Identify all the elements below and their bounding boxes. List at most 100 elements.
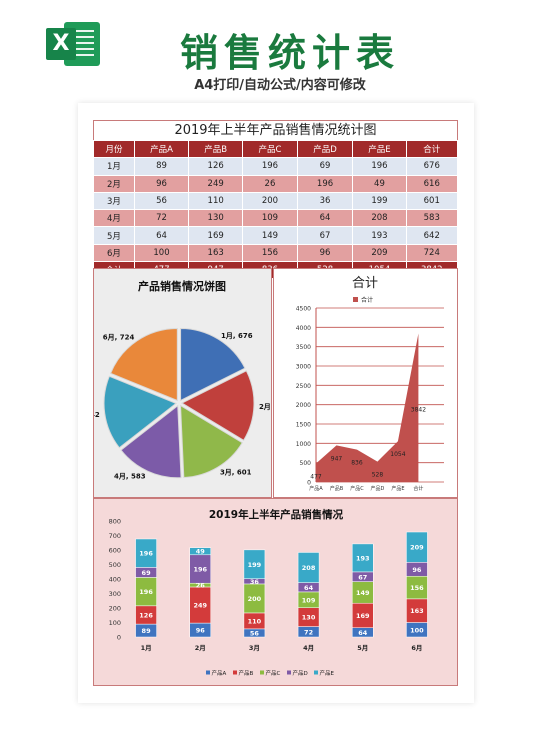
table-cell[interactable]: 2月 bbox=[93, 174, 135, 193]
table-cell[interactable]: 130 bbox=[188, 209, 244, 228]
bar-y-tick-label: 600 bbox=[109, 547, 121, 555]
bar-data-label: 64 bbox=[304, 584, 314, 592]
table-cell[interactable]: 96 bbox=[133, 174, 190, 193]
bar-legend-swatch bbox=[206, 670, 210, 675]
table-cell[interactable]: 49 bbox=[352, 174, 407, 193]
area-legend-label: 合计 bbox=[361, 296, 373, 304]
table-cell[interactable]: 1月 bbox=[93, 157, 135, 176]
col-header: 产品E bbox=[352, 139, 407, 159]
stacked-bar-chart: 2019年上半年产品销售情况 0 100 200 300 400 500 600 700 800… bbox=[109, 508, 428, 677]
table-cell[interactable]: 209 bbox=[352, 243, 407, 263]
col-header: 产品C bbox=[242, 139, 298, 159]
area-data-label: 947 bbox=[331, 455, 343, 462]
table-cell[interactable]: 199 bbox=[352, 191, 407, 211]
page-subtitle: A4打印/自动公式/内容可修改 bbox=[194, 78, 366, 93]
area-y-tick-label: 4000 bbox=[296, 325, 311, 332]
table-cell[interactable]: 67 bbox=[296, 226, 354, 245]
table-cell[interactable]: 110 bbox=[188, 191, 244, 211]
bar-legend-label: 产品A bbox=[212, 669, 227, 677]
area-x-tick-label: 产品B bbox=[330, 485, 344, 492]
table-cell[interactable]: 196 bbox=[352, 157, 407, 176]
table-cell[interactable]: 109 bbox=[242, 209, 298, 228]
table-cell[interactable]: 616 bbox=[405, 174, 459, 193]
bar-y-tick-label: 700 bbox=[109, 532, 121, 540]
table-cell[interactable]: 676 bbox=[405, 157, 459, 176]
table-cell[interactable]: 200 bbox=[242, 191, 298, 211]
table-cell[interactable]: 96 bbox=[296, 243, 354, 263]
bar-data-label: 96 bbox=[412, 566, 422, 574]
bar-legend-label: 产品C bbox=[266, 669, 281, 677]
table-cell[interactable]: 4月 bbox=[93, 209, 135, 228]
col-header: 产品A bbox=[133, 139, 190, 159]
table-cell[interactable]: 89 bbox=[133, 157, 190, 176]
bar-data-label: 56 bbox=[250, 629, 260, 637]
table-cell[interactable]: 69 bbox=[296, 157, 354, 176]
table-cell[interactable]: 149 bbox=[242, 226, 298, 245]
area-y-tick-label: 2000 bbox=[296, 402, 311, 409]
table-cell[interactable]: 249 bbox=[188, 174, 244, 193]
bar-x-tick-label: 3月 bbox=[249, 644, 260, 652]
table-row: 5月 64 169 149 67 193 642 bbox=[93, 226, 459, 245]
bar-data-label: 169 bbox=[356, 612, 370, 620]
area-y-tick-label: 4500 bbox=[296, 306, 311, 313]
bar-data-label: 26 bbox=[196, 582, 206, 590]
bar-data-label: 196 bbox=[139, 588, 153, 596]
col-header: 产品B bbox=[188, 139, 244, 159]
table-cell[interactable]: 601 bbox=[405, 191, 459, 211]
table-cell[interactable]: 56 bbox=[133, 191, 190, 211]
table-row: 1月 89 126 196 69 196 676 bbox=[93, 157, 459, 176]
bar-data-label: 109 bbox=[302, 596, 316, 604]
area-y-tick-label: 3500 bbox=[296, 344, 311, 351]
table-cell[interactable]: 6月 bbox=[93, 243, 135, 263]
table-cell[interactable]: 5月 bbox=[93, 226, 135, 245]
pie-data-label: 4月, 583 bbox=[114, 473, 146, 481]
bar-x-tick-label: 5月 bbox=[357, 644, 368, 652]
area-x-tick-label: 产品A bbox=[309, 485, 323, 492]
table-cell[interactable]: 169 bbox=[188, 226, 244, 245]
area-chart: 合计 合计 0 500 1000 1500 2000 2500 3000 3500 4000 45… bbox=[296, 276, 444, 492]
table-cell[interactable]: 126 bbox=[188, 157, 244, 176]
area-data-label: 836 bbox=[351, 460, 363, 467]
table-row: 2月 96 249 26 196 49 616 bbox=[93, 174, 459, 193]
table-cell[interactable]: 163 bbox=[188, 243, 244, 263]
bar-legend-swatch bbox=[260, 670, 264, 675]
table-cell[interactable]: 3月 bbox=[93, 191, 135, 211]
area-chart-panel: 合计 合计 0 500 1000 1500 2000 2500 3000 3500 4000 45… bbox=[273, 268, 458, 498]
table-cell[interactable]: 26 bbox=[242, 174, 298, 193]
table-cell[interactable]: 72 bbox=[133, 209, 190, 228]
table-cell[interactable]: 193 bbox=[352, 226, 407, 245]
table-cell[interactable]: 100 bbox=[133, 243, 190, 263]
bar-data-label: 163 bbox=[410, 607, 424, 615]
table-row: 6月 100 163 156 96 209 724 bbox=[93, 243, 459, 263]
bar-x-tick-label: 4月 bbox=[303, 644, 314, 652]
bar-data-label: 36 bbox=[250, 578, 260, 586]
bar-chart-title: 2019年上半年产品销售情况 bbox=[209, 508, 344, 521]
bar-data-label: 193 bbox=[356, 554, 370, 562]
table-cell[interactable]: 724 bbox=[405, 243, 459, 263]
bar-y-tick-label: 300 bbox=[109, 590, 121, 598]
page-title: 销售统计表 bbox=[179, 31, 400, 75]
bar-segment bbox=[243, 549, 266, 579]
table-cell[interactable]: 64 bbox=[133, 226, 190, 245]
table-cell[interactable]: 583 bbox=[405, 209, 459, 228]
pie-slice bbox=[103, 375, 178, 449]
bar-data-label: 199 bbox=[248, 561, 262, 569]
col-header: 月份 bbox=[93, 139, 135, 159]
table-cell[interactable]: 156 bbox=[242, 243, 298, 263]
table-cell[interactable]: 64 bbox=[296, 209, 354, 228]
table-cell[interactable]: 196 bbox=[242, 157, 298, 176]
bar-y-tick-label: 0 bbox=[117, 634, 121, 642]
table-cell[interactable]: 642 bbox=[405, 226, 459, 245]
col-header: 产品D bbox=[296, 139, 354, 159]
table-cell[interactable]: 36 bbox=[296, 191, 354, 211]
area-chart-title: 合计 bbox=[352, 276, 378, 291]
bar-data-label: 208 bbox=[302, 564, 316, 572]
bar-data-label: 126 bbox=[139, 611, 153, 619]
pie-slice bbox=[180, 370, 255, 441]
table-cell[interactable]: 208 bbox=[352, 209, 407, 228]
pie-data-label: 6月, 724 bbox=[103, 334, 135, 342]
area-x-tick-label: 产品E bbox=[391, 485, 404, 492]
table-cell[interactable]: 196 bbox=[296, 174, 354, 193]
area-series-total bbox=[316, 333, 419, 482]
pie-chart-panel: 产品销售情况饼图 1月, 676 2月, 616 3月, 601 4月, 583 5月,… bbox=[68, 268, 291, 498]
